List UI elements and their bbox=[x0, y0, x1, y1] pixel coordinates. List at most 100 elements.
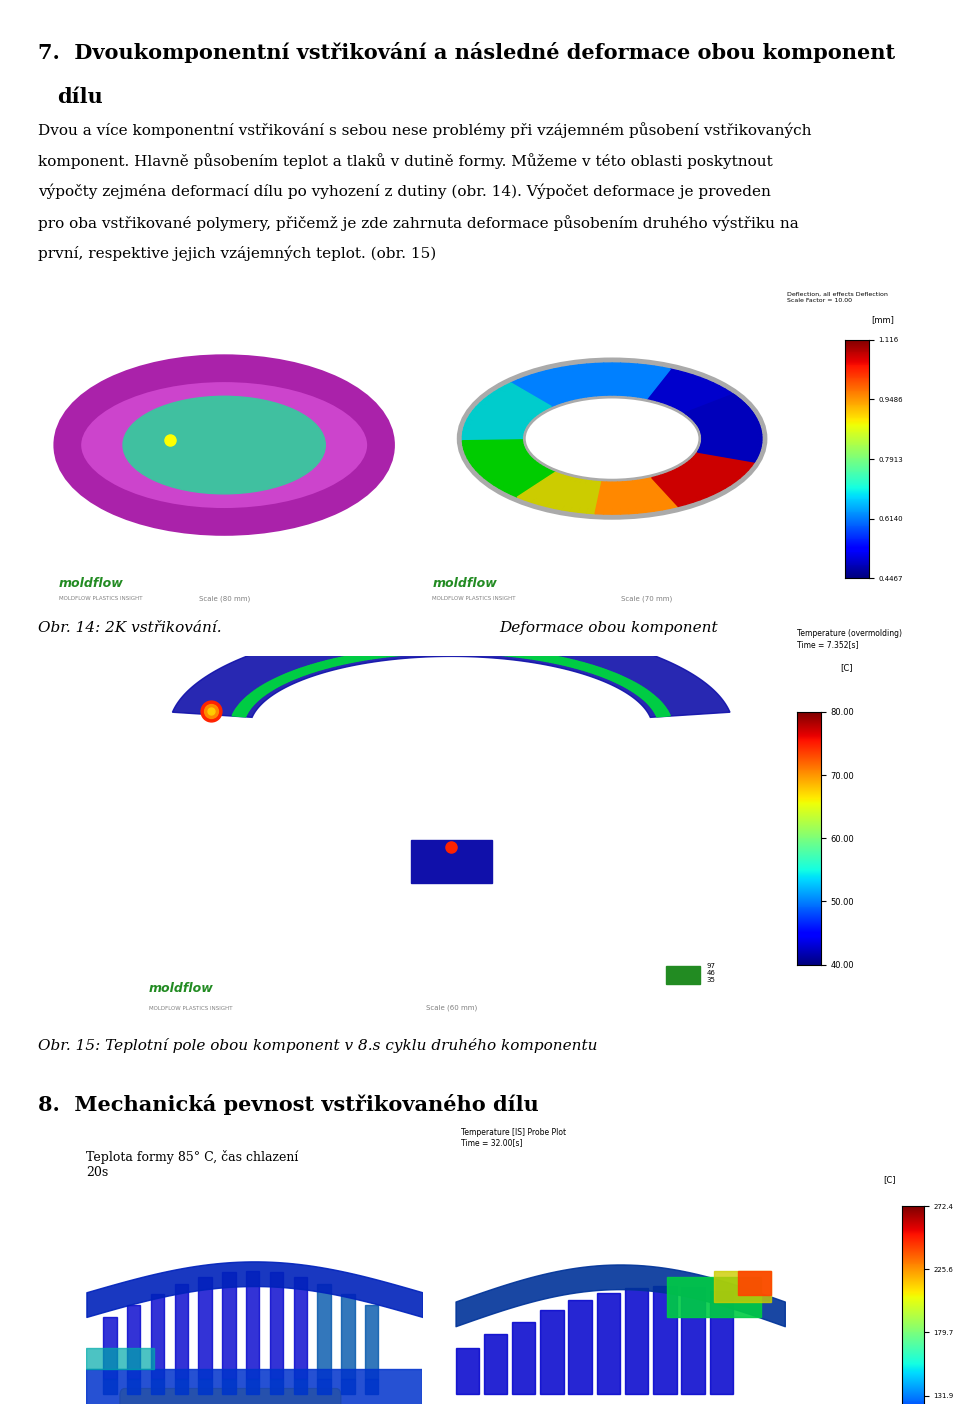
Polygon shape bbox=[641, 695, 655, 698]
Polygon shape bbox=[650, 705, 664, 708]
Polygon shape bbox=[236, 708, 250, 710]
Polygon shape bbox=[434, 647, 438, 653]
Polygon shape bbox=[479, 647, 484, 654]
Polygon shape bbox=[665, 378, 707, 404]
Polygon shape bbox=[341, 1379, 354, 1394]
Polygon shape bbox=[488, 647, 493, 654]
Polygon shape bbox=[702, 435, 762, 437]
Polygon shape bbox=[491, 649, 496, 654]
Text: Scale (70 mm): Scale (70 mm) bbox=[621, 595, 673, 601]
Polygon shape bbox=[403, 649, 409, 654]
Polygon shape bbox=[699, 417, 756, 427]
Polygon shape bbox=[570, 365, 591, 397]
Polygon shape bbox=[677, 468, 725, 491]
Polygon shape bbox=[240, 702, 254, 705]
Polygon shape bbox=[695, 410, 752, 423]
Polygon shape bbox=[584, 665, 594, 671]
FancyBboxPatch shape bbox=[120, 1389, 341, 1404]
Polygon shape bbox=[499, 386, 547, 410]
Polygon shape bbox=[361, 653, 370, 660]
Polygon shape bbox=[609, 675, 621, 680]
Polygon shape bbox=[651, 706, 665, 709]
Polygon shape bbox=[625, 684, 638, 688]
Polygon shape bbox=[702, 431, 761, 435]
Polygon shape bbox=[628, 364, 646, 396]
Polygon shape bbox=[642, 479, 670, 510]
Polygon shape bbox=[567, 660, 577, 667]
Polygon shape bbox=[431, 647, 435, 653]
Polygon shape bbox=[470, 647, 475, 653]
Polygon shape bbox=[310, 664, 321, 670]
Polygon shape bbox=[557, 658, 566, 664]
Polygon shape bbox=[614, 678, 627, 682]
Polygon shape bbox=[562, 658, 572, 665]
Polygon shape bbox=[412, 647, 418, 654]
Polygon shape bbox=[653, 1286, 677, 1394]
Polygon shape bbox=[463, 432, 522, 438]
Polygon shape bbox=[702, 437, 762, 438]
Polygon shape bbox=[702, 439, 762, 442]
Polygon shape bbox=[333, 658, 343, 664]
Polygon shape bbox=[701, 424, 759, 431]
Polygon shape bbox=[281, 675, 294, 680]
Polygon shape bbox=[688, 399, 741, 417]
Polygon shape bbox=[103, 1317, 116, 1379]
Polygon shape bbox=[544, 656, 553, 661]
Polygon shape bbox=[259, 687, 273, 691]
Polygon shape bbox=[511, 380, 555, 407]
Polygon shape bbox=[444, 647, 446, 653]
Polygon shape bbox=[370, 651, 377, 658]
Polygon shape bbox=[620, 681, 633, 685]
Polygon shape bbox=[294, 1379, 307, 1394]
Polygon shape bbox=[175, 1379, 188, 1394]
Polygon shape bbox=[673, 469, 719, 494]
Text: Scale (60 mm): Scale (60 mm) bbox=[425, 1005, 477, 1011]
Polygon shape bbox=[633, 480, 655, 512]
Polygon shape bbox=[234, 710, 249, 713]
Polygon shape bbox=[315, 663, 325, 670]
Polygon shape bbox=[469, 411, 528, 425]
Polygon shape bbox=[294, 670, 305, 675]
Polygon shape bbox=[250, 694, 263, 698]
Polygon shape bbox=[577, 663, 588, 670]
Polygon shape bbox=[702, 434, 761, 437]
Polygon shape bbox=[342, 657, 350, 663]
Polygon shape bbox=[669, 380, 713, 407]
Polygon shape bbox=[646, 701, 660, 703]
Polygon shape bbox=[517, 378, 560, 404]
Polygon shape bbox=[546, 369, 577, 400]
Polygon shape bbox=[235, 709, 249, 712]
Polygon shape bbox=[496, 649, 503, 656]
Polygon shape bbox=[237, 706, 252, 709]
Polygon shape bbox=[680, 465, 731, 489]
Polygon shape bbox=[578, 364, 597, 396]
Polygon shape bbox=[682, 1287, 705, 1394]
Polygon shape bbox=[396, 649, 403, 656]
Polygon shape bbox=[464, 445, 524, 453]
Polygon shape bbox=[638, 692, 652, 696]
Polygon shape bbox=[247, 696, 260, 699]
Polygon shape bbox=[347, 656, 356, 663]
Text: MOLDFLOW PLASTICS INSIGHT: MOLDFLOW PLASTICS INSIGHT bbox=[60, 597, 142, 601]
Polygon shape bbox=[656, 712, 669, 715]
Polygon shape bbox=[652, 371, 685, 400]
Polygon shape bbox=[632, 688, 644, 692]
Polygon shape bbox=[696, 411, 755, 425]
Polygon shape bbox=[588, 667, 599, 673]
Polygon shape bbox=[692, 404, 747, 420]
Text: Obr. 14: 2K vstřikování.: Obr. 14: 2K vstřikování. bbox=[38, 621, 222, 635]
Polygon shape bbox=[246, 696, 259, 701]
Polygon shape bbox=[691, 403, 749, 421]
Polygon shape bbox=[689, 400, 745, 418]
Bar bbox=[411, 840, 492, 883]
Polygon shape bbox=[652, 476, 685, 507]
Polygon shape bbox=[637, 480, 662, 511]
Polygon shape bbox=[427, 647, 432, 653]
Polygon shape bbox=[484, 1334, 507, 1394]
Polygon shape bbox=[637, 366, 662, 397]
Polygon shape bbox=[627, 684, 639, 689]
Polygon shape bbox=[628, 482, 646, 512]
Polygon shape bbox=[241, 701, 255, 705]
Polygon shape bbox=[485, 647, 491, 654]
Polygon shape bbox=[341, 1294, 354, 1379]
